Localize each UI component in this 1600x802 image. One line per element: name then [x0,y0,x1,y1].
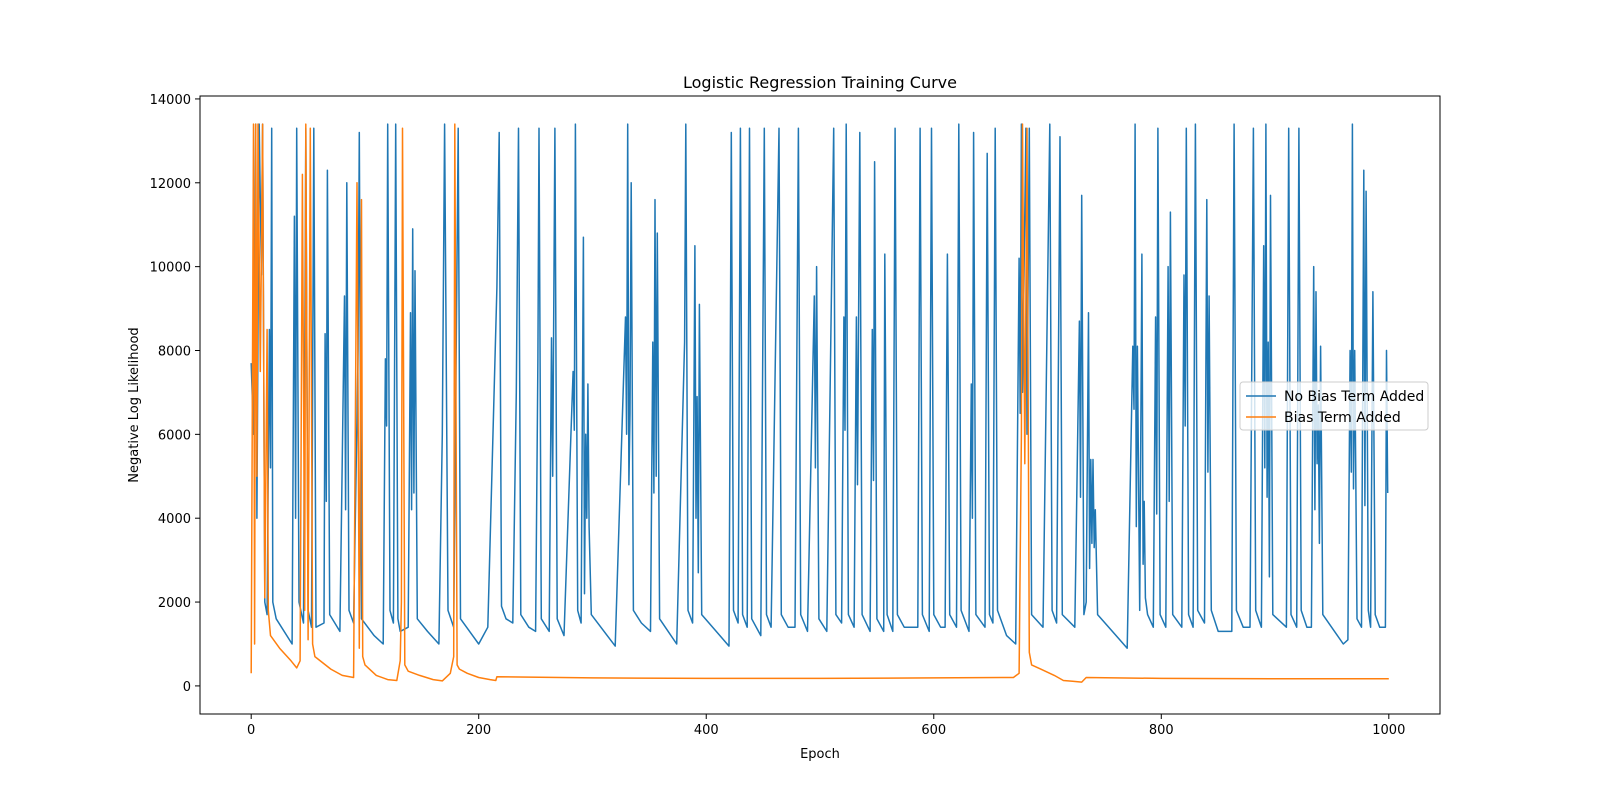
x-tick-label: 800 [1149,723,1174,738]
x-tick-label: 200 [466,723,491,738]
y-tick-label: 12000 [150,177,191,192]
y-axis: 0 2000 4000 6000 8000 10000 12000 14000 [150,93,200,695]
chart-title: Logistic Regression Training Curve [683,73,957,92]
x-tick-label: 600 [921,723,946,738]
y-tick-label: 2000 [158,596,191,611]
x-tick-label: 400 [694,723,719,738]
x-axis: 0 200 400 600 800 1000 [247,714,1405,738]
series-line-1 [250,123,1389,683]
y-tick-label: 4000 [158,512,191,527]
plot-frame [199,95,1441,715]
legend-label-bias: Bias Term Added [1284,410,1401,426]
x-tick-label: 1000 [1372,723,1405,738]
legend: No Bias Term Added Bias Term Added [1239,381,1429,431]
y-axis-label: Negative Log Likelihood [127,327,142,482]
y-tick-label: 0 [183,680,191,695]
y-tick-label: 10000 [150,261,191,276]
series-line-0 [250,123,1389,649]
legend-label-no-bias: No Bias Term Added [1284,389,1424,405]
y-tick-label: 8000 [158,344,191,359]
legend-box [1239,381,1429,431]
x-tick-label: 0 [247,723,255,738]
y-tick-label: 6000 [158,428,191,443]
y-tick-label: 14000 [150,93,191,108]
x-axis-label: Epoch [800,747,840,762]
series-layer [250,123,1389,683]
